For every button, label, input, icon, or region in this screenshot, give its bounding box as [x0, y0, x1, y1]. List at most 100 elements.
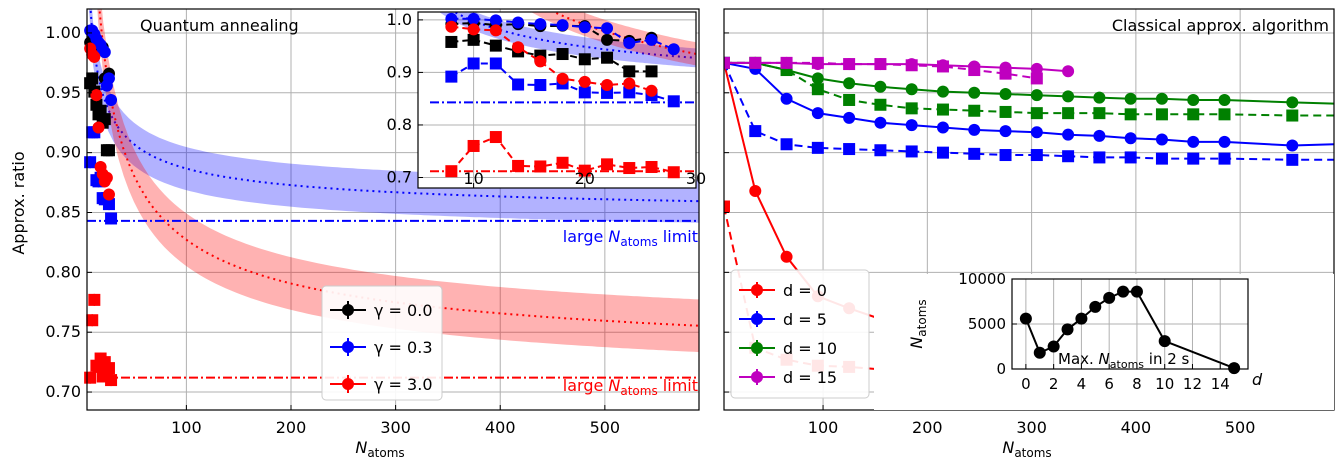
legend-marker — [751, 342, 763, 354]
square-marker — [780, 56, 793, 69]
inset2-inner-label: Max. Natoms in 2 s — [1058, 350, 1190, 371]
inset-data-markers — [445, 12, 680, 179]
circle-marker — [1030, 126, 1043, 139]
circle-marker — [1187, 93, 1200, 106]
y-tick-label: 0.85 — [45, 202, 81, 221]
circle-marker — [1061, 323, 1074, 336]
square-marker — [1218, 108, 1231, 121]
square-marker — [780, 138, 793, 151]
circle-marker — [811, 72, 824, 85]
circle-marker — [102, 188, 115, 201]
square-marker — [1093, 107, 1106, 120]
y-tick-label: 0.75 — [45, 322, 81, 341]
circle-marker — [1062, 65, 1075, 78]
circle-marker — [1130, 285, 1143, 298]
circle-marker — [843, 77, 856, 90]
square-marker — [843, 143, 856, 156]
square-marker — [489, 39, 502, 52]
inset-ticks: 10 20 30 0.7 0.8 0.9 1.0 — [387, 10, 706, 188]
square-marker — [645, 160, 658, 173]
circle-marker — [749, 184, 762, 197]
left-axes-frame — [86, 8, 700, 411]
circle-marker — [1218, 135, 1231, 148]
square-marker — [811, 141, 824, 154]
right-ticks: 100 200 300 400 500 — [724, 32, 1255, 437]
circle-marker — [1286, 96, 1299, 109]
circle-marker — [601, 33, 614, 46]
circle-marker — [1124, 132, 1137, 145]
square-marker — [905, 145, 918, 158]
circle-marker — [92, 121, 105, 134]
square-marker — [667, 95, 680, 108]
circle-marker — [556, 72, 569, 85]
circle-marker — [780, 250, 793, 263]
blue-limit-annotation: large Natoms limit — [563, 227, 698, 249]
square-marker — [1030, 149, 1043, 162]
circle-marker — [534, 18, 547, 31]
square-marker — [936, 146, 949, 159]
square-marker — [88, 293, 101, 306]
circle-marker — [1089, 300, 1102, 313]
right-x-axis-label: Natoms — [1002, 438, 1051, 460]
square-marker — [1093, 151, 1106, 164]
circle-marker — [1033, 346, 1046, 359]
fit-confidence-band — [97, 9, 699, 353]
square-marker — [1187, 108, 1200, 121]
x-tick-label: 8 — [1132, 375, 1142, 393]
circle-marker — [512, 41, 525, 54]
square-marker — [86, 314, 99, 327]
square-marker — [86, 72, 99, 85]
circle-marker — [936, 121, 949, 134]
circle-marker — [1187, 135, 1200, 148]
circle-marker — [601, 79, 614, 92]
legend-marker — [342, 304, 354, 316]
square-marker — [445, 165, 458, 178]
circle-marker — [489, 14, 502, 27]
square-marker — [811, 56, 824, 69]
x-tick-label: 20 — [575, 169, 595, 188]
square-marker — [968, 104, 981, 117]
square-marker — [968, 64, 981, 77]
circle-marker — [645, 33, 658, 46]
square-marker — [667, 166, 680, 179]
y-tick-label: 0.90 — [45, 143, 81, 162]
fit-curve-dotted — [89, 9, 699, 203]
circle-marker — [843, 111, 856, 124]
circle-marker — [578, 75, 591, 88]
y-tick-label: 0.7 — [387, 167, 412, 186]
circle-marker — [1019, 312, 1032, 325]
y-tick-label: 0 — [996, 360, 1006, 378]
circle-marker — [1158, 335, 1171, 348]
left-fit-bands — [88, 9, 699, 353]
legend-marker — [751, 371, 763, 383]
square-marker — [102, 144, 115, 157]
square-marker — [905, 102, 918, 115]
y-tick-label: 0.80 — [45, 262, 81, 281]
circle-marker — [1093, 129, 1106, 142]
circle-marker — [1030, 89, 1043, 102]
circle-marker — [102, 72, 115, 85]
square-marker — [749, 125, 762, 138]
y-tick-label: 0.70 — [45, 382, 81, 401]
left-ticks: 100 200 300 400 500 0.70 0.75 0.80 0.85 0.90 0.95 1… — [45, 23, 620, 437]
square-marker — [1155, 108, 1168, 121]
legend-label: d = 5 — [783, 310, 827, 329]
inset2-data — [1019, 285, 1241, 375]
square-marker — [489, 131, 502, 144]
legend-label: γ = 3.0 — [374, 375, 433, 394]
circle-marker — [905, 119, 918, 132]
fit-confidence-band — [88, 9, 699, 223]
square-marker — [1030, 72, 1043, 85]
circle-marker — [874, 116, 887, 129]
legend-label: d = 15 — [783, 368, 837, 387]
circle-marker — [999, 125, 1012, 138]
square-marker — [102, 198, 115, 211]
circle-marker — [623, 36, 636, 49]
square-marker — [1062, 107, 1075, 120]
fit-confidence-band — [439, 12, 696, 68]
square-marker — [843, 93, 856, 106]
legend-marker — [342, 341, 354, 353]
circle-marker — [623, 77, 636, 90]
left-panel-title: Quantum annealing — [140, 16, 299, 35]
